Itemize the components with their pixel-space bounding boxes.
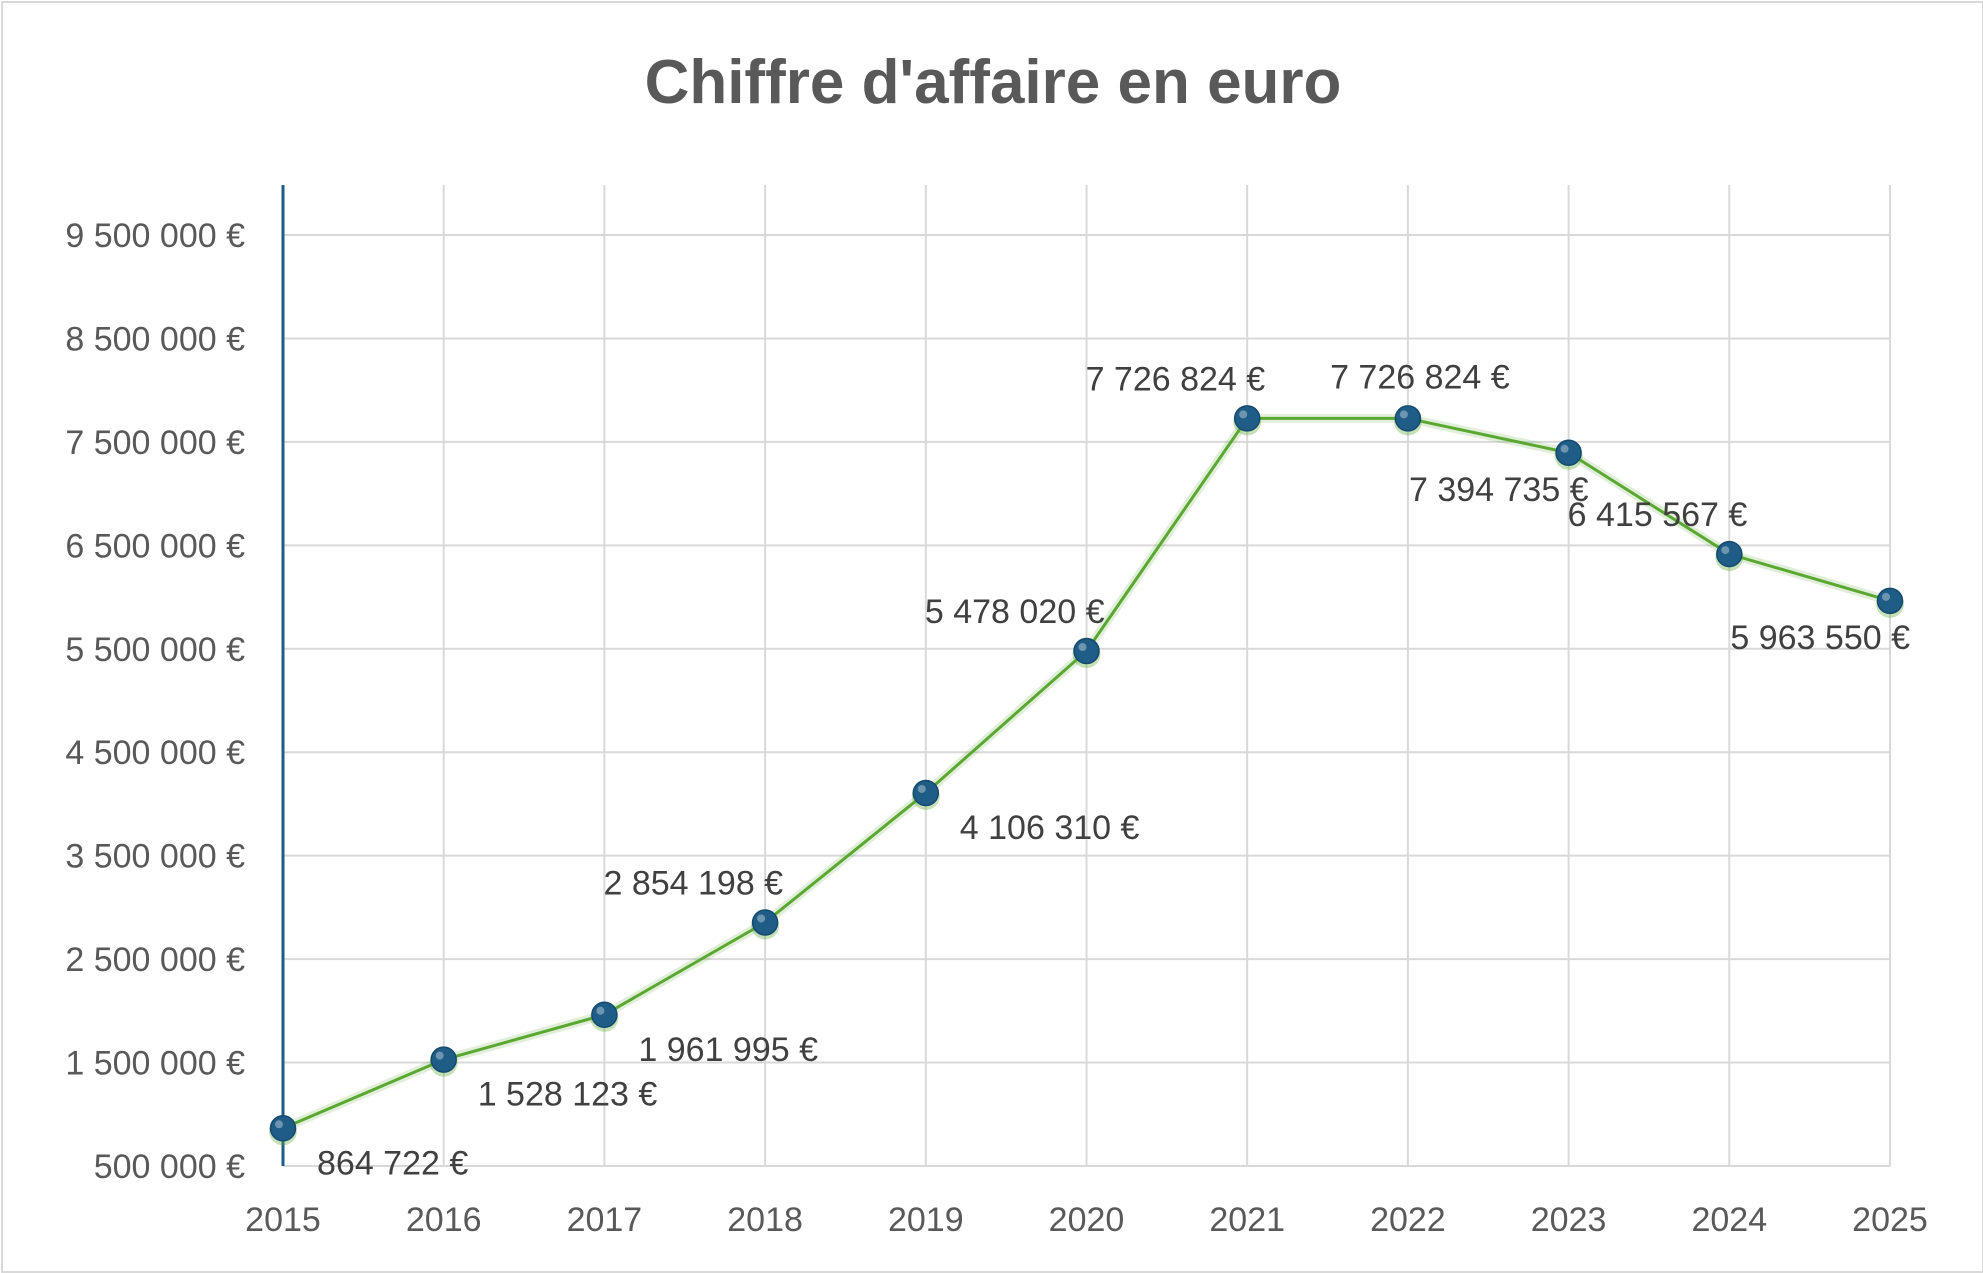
series-layer <box>269 405 1904 1146</box>
data-point-highlight <box>1399 410 1408 419</box>
data-point-marker <box>269 1115 297 1142</box>
data-label: 4 106 310 € <box>960 809 1140 847</box>
x-tick-label: 2020 <box>1049 1201 1125 1239</box>
data-point-highlight <box>435 1051 444 1060</box>
x-tick-label: 2021 <box>1209 1201 1285 1239</box>
y-tick-label: 2 500 000 € <box>65 941 245 979</box>
data-label: 6 415 567 € <box>1568 496 1748 534</box>
data-point <box>429 1046 458 1077</box>
data-label: 1 961 995 € <box>638 1031 818 1069</box>
data-point-highlight <box>1078 643 1087 652</box>
data-point-marker <box>1394 405 1422 432</box>
data-label: 7 726 824 € <box>1086 360 1266 398</box>
y-tick-label: 6 500 000 € <box>65 527 245 565</box>
data-label: 5 478 020 € <box>925 593 1105 631</box>
data-point-highlight <box>1721 546 1730 555</box>
data-point-marker <box>591 1001 618 1029</box>
data-point-highlight <box>275 1120 283 1129</box>
data-point <box>1072 637 1101 669</box>
data-label: 2 854 198 € <box>603 864 783 902</box>
y-tick-label: 9 500 000 € <box>65 217 245 255</box>
y-tick-label: 500 000 € <box>94 1148 245 1186</box>
data-point <box>751 909 780 940</box>
data-label: 5 963 550 € <box>1730 619 1910 657</box>
data-point <box>1393 405 1422 436</box>
y-tick-label: 3 500 000 € <box>65 838 245 876</box>
data-point <box>1233 405 1262 436</box>
data-point <box>911 779 940 810</box>
data-point-highlight <box>1560 444 1569 453</box>
data-label: 1 528 123 € <box>478 1076 658 1114</box>
y-tick-label: 7 500 000 € <box>65 424 245 462</box>
x-tick-label: 2019 <box>888 1201 964 1239</box>
data-point-highlight <box>1882 592 1890 601</box>
y-tick-label: 5 500 000 € <box>65 631 245 669</box>
grid-layer <box>283 185 1891 1167</box>
data-point-marker <box>1716 540 1743 568</box>
data-point-marker <box>1555 439 1582 467</box>
data-point-marker <box>912 779 940 807</box>
data-point <box>1876 587 1904 618</box>
data-point-highlight <box>596 1006 605 1015</box>
x-tick-label: 2017 <box>567 1201 643 1239</box>
data-label: 7 726 824 € <box>1330 358 1510 396</box>
data-point <box>269 1115 297 1146</box>
label-layer: 864 722 € 1 528 123 € 1 961 995 € 2 854 198… <box>317 358 1910 1182</box>
chart-title: Chiffre d'affaire en euro <box>645 48 1342 117</box>
data-point <box>1715 540 1744 572</box>
data-point-marker <box>430 1046 457 1073</box>
data-label: 7 394 735 € <box>1409 471 1589 509</box>
x-tick-label: 2022 <box>1370 1201 1446 1239</box>
data-point-highlight <box>1239 410 1248 419</box>
data-point-marker <box>1876 587 1904 615</box>
y-tick-label: 4 500 000 € <box>65 734 245 772</box>
data-point-marker <box>751 909 779 936</box>
data-point-highlight <box>917 784 926 793</box>
data-point-marker <box>1073 637 1100 665</box>
x-tick-label: 2024 <box>1691 1201 1767 1239</box>
data-label: 864 722 € <box>317 1144 468 1182</box>
y-tick-label: 8 500 000 € <box>65 320 245 358</box>
data-point-marker <box>1233 405 1261 432</box>
data-point-highlight <box>757 914 766 923</box>
x-tick-label: 2023 <box>1531 1201 1607 1239</box>
data-point <box>1554 439 1583 470</box>
data-point <box>590 1001 619 1032</box>
line-chart: Chiffre d'affaire en euro 500 000 € 1 500… <box>65 48 1928 1239</box>
x-tick-label: 2025 <box>1852 1201 1928 1239</box>
x-tick-label: 2018 <box>727 1201 803 1239</box>
x-tick-label: 2016 <box>406 1201 482 1239</box>
y-tick-label: 1 500 000 € <box>65 1045 245 1083</box>
axis-layer: 500 000 € 1 500 000 € 2 500 000 € 3 500 000… <box>65 185 1928 1239</box>
x-tick-label: 2015 <box>245 1201 321 1239</box>
